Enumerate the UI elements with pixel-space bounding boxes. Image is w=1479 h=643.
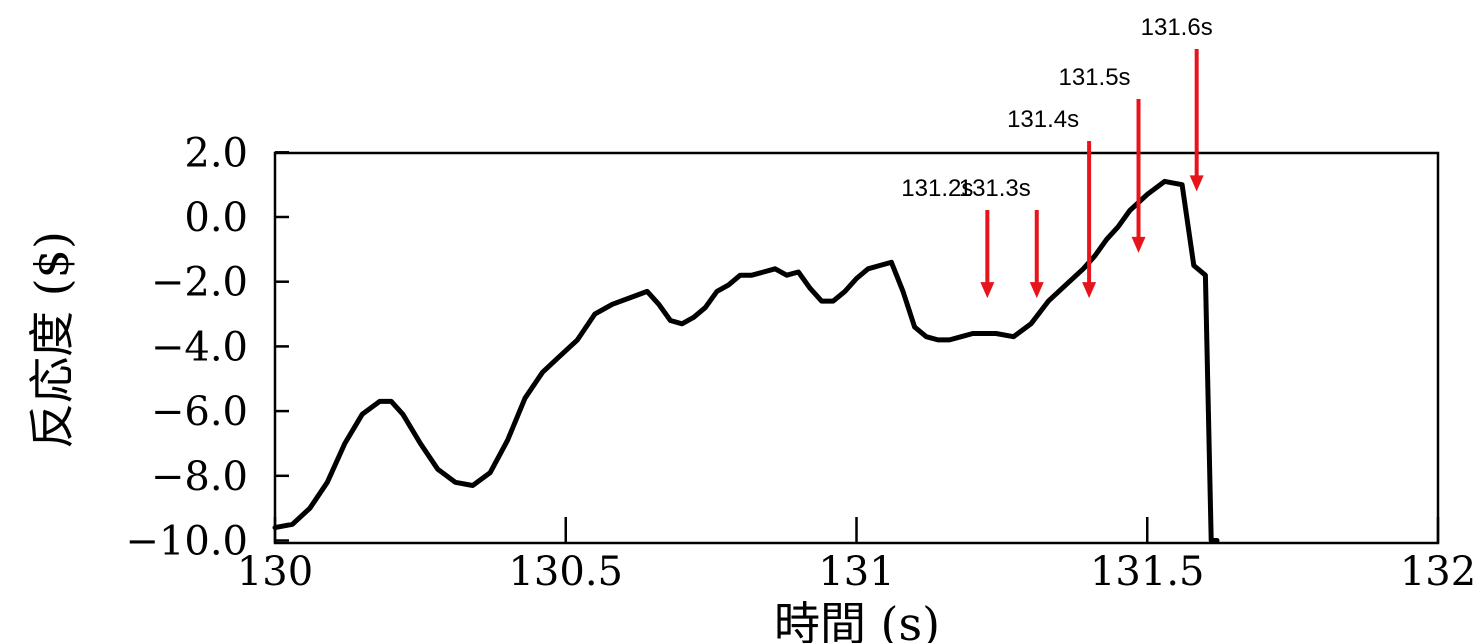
reactivity-line [272,178,1220,543]
y-tick-label: −8.0 [151,454,248,500]
arrow-head [1029,282,1044,299]
annotation-label: 131.5s [1058,64,1130,91]
plot-frame [273,151,1440,545]
annotation-label: 131.4s [1007,106,1079,133]
y-axis-title: 反応度 ($) [25,231,79,449]
annotation-arrow: 131.4s [1007,106,1097,299]
annotation-arrow: 131.6s [1141,14,1213,192]
x-tick-label: 131.5 [1090,549,1205,595]
x-axis-ticks: 130 130.5 131 131.5 132 [237,517,1476,595]
x-tick-label: 132 [1400,549,1476,595]
x-axis-title: 時間 (s) [774,597,940,643]
arrow-head [1082,282,1097,299]
y-axis-ticks: 2.0 0.0 −2.0 −4.0 −6.0 −8.0 −10.0 [125,130,289,565]
arrow-head [1189,175,1204,192]
x-tick-label: 130.5 [508,549,623,595]
series-layer [272,178,1220,543]
annotation-label: 131.6s [1141,14,1213,41]
arrow-head [1131,236,1146,253]
annotation-label: 131.2s [901,175,973,202]
y-tick-label: 0.0 [184,195,248,241]
y-tick-label: 2.0 [184,130,248,176]
y-tick-label: −2.0 [151,260,248,306]
y-tick-label: −4.0 [151,324,248,370]
arrow-head [980,282,995,299]
annotation-arrow: 131.2s [901,175,995,299]
y-tick-label: −10.0 [125,519,248,565]
x-tick-label: 130 [237,549,313,595]
x-tick-label: 131 [818,549,894,595]
annotation-arrow: 131.5s [1058,64,1146,253]
annotation-arrow: 131.3s [959,175,1044,299]
annotation-label: 131.3s [959,175,1031,202]
y-tick-label: −6.0 [151,389,248,435]
